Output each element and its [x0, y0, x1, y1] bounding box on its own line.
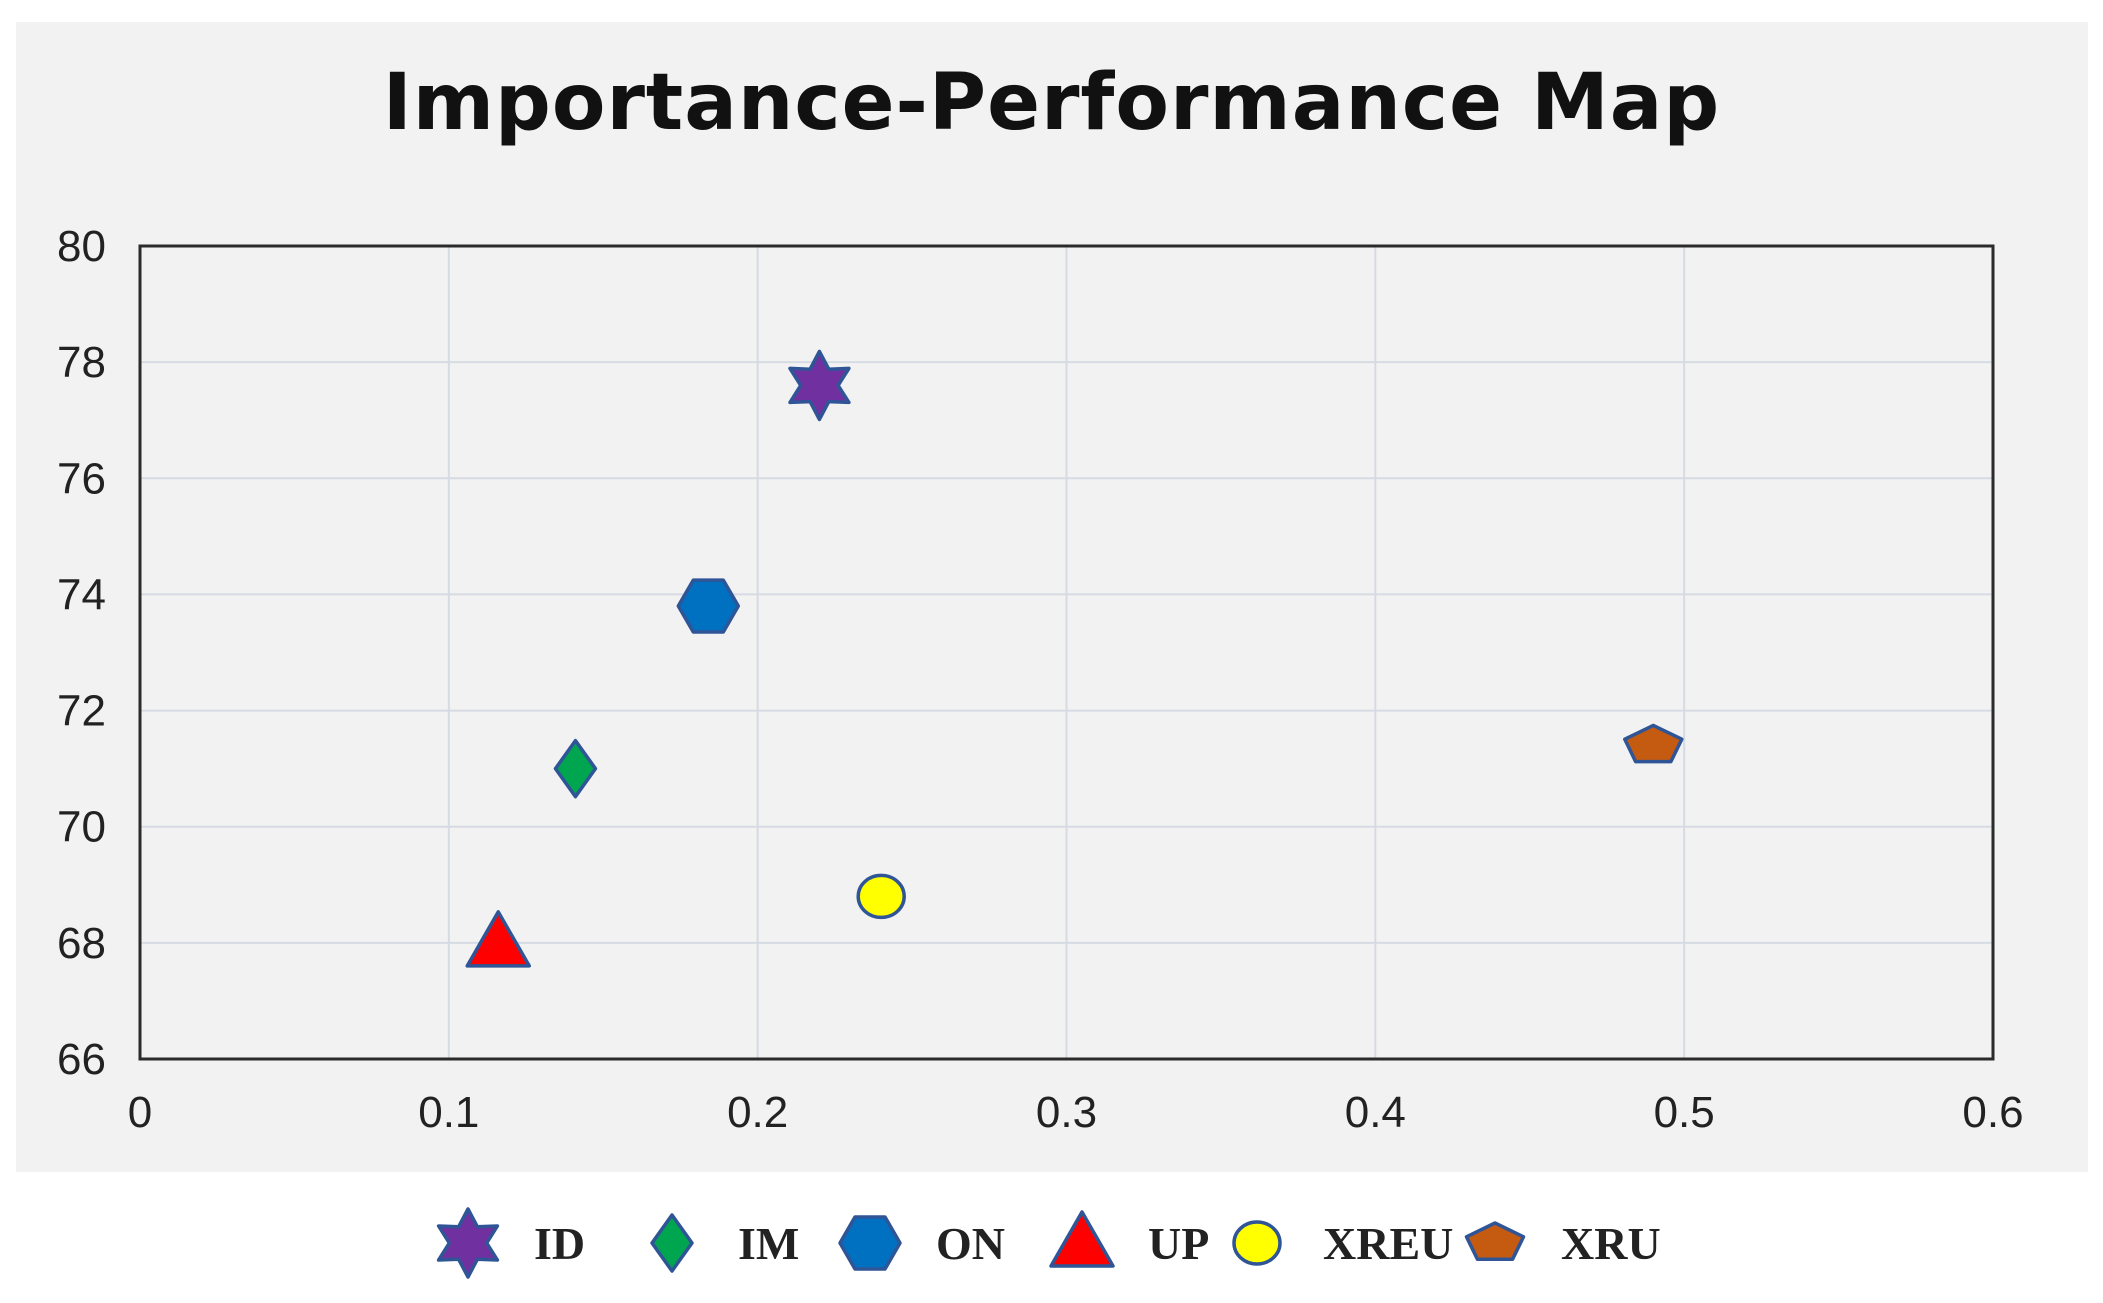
- y-tick-label: 76: [57, 454, 106, 503]
- legend-marker-xreu: [1232, 1220, 1282, 1266]
- y-tick-label: 70: [57, 803, 106, 852]
- legend-marker-id: [436, 1207, 500, 1279]
- point-id: [788, 349, 851, 422]
- chart-background: [16, 22, 2088, 1172]
- x-tick-label: 0.2: [727, 1088, 788, 1137]
- point-on: [676, 578, 741, 634]
- point-im: [553, 738, 598, 799]
- legend-label-xru: XRU: [1561, 1218, 1661, 1269]
- x-tick-label: 0: [128, 1088, 152, 1137]
- y-tick-label: 78: [57, 338, 106, 387]
- y-tick-label: 66: [57, 1035, 106, 1084]
- chart-title: Importance-Performance Map: [382, 58, 1721, 148]
- legend-label-im: IM: [738, 1218, 799, 1269]
- plot-frame: [138, 244, 1995, 1061]
- point-up: [465, 910, 531, 968]
- y-tick-label: 68: [57, 919, 106, 968]
- legend-label-up: UP: [1148, 1218, 1209, 1269]
- legend-marker-up: [1049, 1210, 1115, 1268]
- grid-lines: [140, 246, 1993, 1059]
- point-xru: [1623, 723, 1684, 764]
- x-tick-label: 0.5: [1654, 1088, 1715, 1137]
- x-tick-label: 0.1: [418, 1088, 479, 1137]
- y-tick-label: 72: [57, 687, 106, 736]
- point-xreu: [856, 873, 906, 920]
- y-axis-ticks: 66 68 70 72 74 76 78 80: [57, 222, 106, 1084]
- legend-marker-xru: [1464, 1221, 1526, 1261]
- y-tick-label: 74: [57, 570, 106, 619]
- y-tick-label: 80: [57, 222, 106, 271]
- legend-label-xreu: XREU: [1323, 1218, 1453, 1269]
- legend-marker-im: [650, 1213, 694, 1273]
- x-axis-ticks: 0 0.1 0.2 0.3 0.4 0.5 0.6: [128, 1088, 2024, 1137]
- x-tick-label: 0.6: [1962, 1088, 2023, 1137]
- legend: ID IM ON UP XREU XRU: [436, 1207, 1661, 1279]
- x-tick-label: 0.3: [1036, 1088, 1097, 1137]
- x-tick-label: 0.4: [1345, 1088, 1406, 1137]
- legend-label-id: ID: [534, 1218, 585, 1269]
- legend-label-on: ON: [936, 1218, 1005, 1269]
- legend-marker-on: [838, 1215, 902, 1271]
- data-points: [465, 349, 1684, 968]
